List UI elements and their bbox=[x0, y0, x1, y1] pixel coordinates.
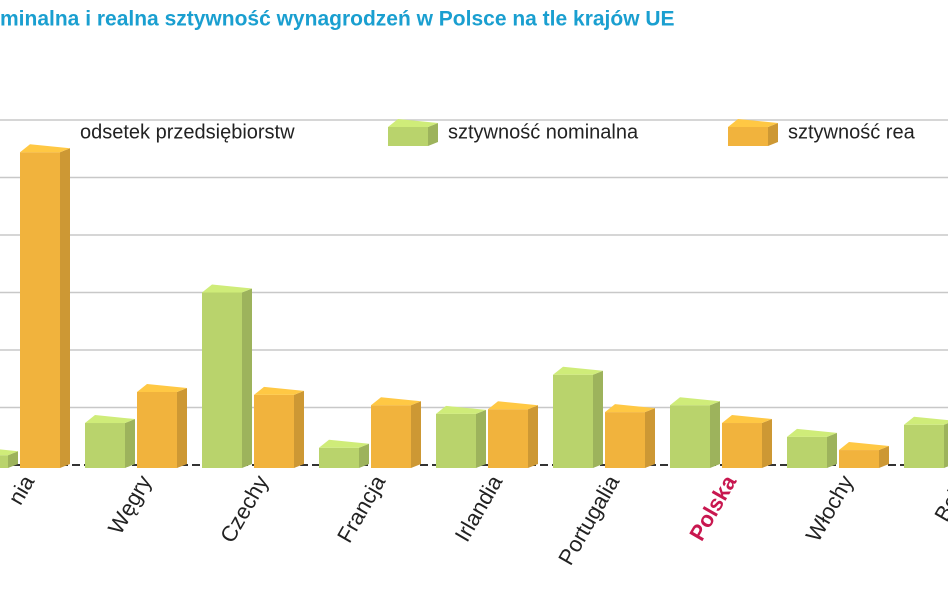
bar-front bbox=[722, 423, 762, 468]
bar bbox=[388, 119, 438, 146]
bar-side bbox=[645, 408, 655, 468]
bar-top bbox=[436, 405, 486, 414]
bar-side bbox=[428, 123, 438, 146]
bar-top bbox=[904, 416, 948, 425]
bar bbox=[202, 284, 252, 468]
bar-top bbox=[488, 401, 538, 410]
bar-front bbox=[670, 405, 710, 468]
bar-side bbox=[762, 419, 772, 468]
legend-label: sztywność nominalna bbox=[448, 121, 639, 143]
bar-front bbox=[787, 436, 827, 468]
x-tick-label: Włochy bbox=[801, 471, 859, 546]
bar-front bbox=[436, 413, 476, 468]
bar-front bbox=[0, 455, 8, 468]
bar-top bbox=[319, 439, 369, 448]
bar-front bbox=[371, 405, 411, 468]
bar-front bbox=[605, 412, 645, 468]
bar-front bbox=[20, 152, 60, 468]
x-tick-label: Portugalia bbox=[553, 470, 625, 569]
bar-front bbox=[137, 391, 177, 468]
bar-top bbox=[254, 386, 304, 395]
x-tick-label: Czechy bbox=[215, 471, 273, 547]
bar-side bbox=[768, 123, 778, 146]
bar-top bbox=[202, 284, 252, 293]
bar bbox=[254, 386, 304, 468]
bar-side bbox=[411, 401, 421, 468]
bar-front bbox=[839, 450, 879, 468]
bar-front bbox=[553, 374, 593, 468]
bar bbox=[904, 416, 948, 468]
legend-title: odsetek przedsiębiorstw bbox=[80, 121, 295, 143]
bar-side bbox=[879, 446, 889, 468]
bar bbox=[85, 415, 135, 468]
bar-top bbox=[839, 442, 889, 451]
bar-front bbox=[85, 423, 125, 468]
bar-side bbox=[359, 443, 369, 468]
bar bbox=[488, 401, 538, 468]
x-tick-label: Francja bbox=[332, 470, 391, 547]
bar-side bbox=[177, 387, 187, 468]
bar-front bbox=[904, 424, 944, 468]
bar-side bbox=[294, 390, 304, 468]
bar-top bbox=[388, 119, 438, 127]
bar bbox=[728, 119, 778, 146]
bar-front bbox=[388, 127, 428, 146]
bar-top bbox=[85, 415, 135, 424]
bar-front bbox=[488, 409, 528, 468]
bar-side bbox=[827, 432, 837, 468]
bar-top bbox=[670, 397, 720, 406]
bar bbox=[553, 366, 603, 468]
bar bbox=[0, 449, 18, 468]
bar-front bbox=[202, 292, 242, 468]
x-tick-label: Belgi bbox=[929, 471, 948, 526]
x-tick-label: Węgry bbox=[103, 471, 156, 539]
bar bbox=[20, 144, 70, 468]
bar-front bbox=[728, 127, 768, 146]
bar bbox=[319, 439, 369, 468]
bar-top bbox=[0, 449, 18, 456]
bar-top bbox=[371, 397, 421, 406]
bar-top bbox=[728, 119, 778, 127]
x-tick-label: nia bbox=[3, 470, 40, 509]
bar-side bbox=[593, 370, 603, 468]
bar-top bbox=[20, 144, 70, 153]
bar bbox=[137, 383, 187, 468]
bar-top bbox=[787, 428, 837, 437]
bar-front bbox=[319, 447, 359, 468]
bar-top bbox=[605, 404, 655, 413]
bar-top bbox=[137, 383, 187, 392]
bar-front bbox=[254, 394, 294, 468]
bar-side bbox=[710, 401, 720, 468]
chart-title: minalna i realna sztywność wynagrodzeń w… bbox=[0, 8, 675, 31]
bar-top bbox=[722, 415, 772, 424]
x-tick-label: Polska bbox=[684, 470, 741, 545]
bar-side bbox=[528, 405, 538, 468]
bar-top bbox=[553, 366, 603, 375]
x-tick-label: Irlandia bbox=[450, 470, 508, 546]
bar-side bbox=[125, 419, 135, 468]
bar-side bbox=[476, 409, 486, 468]
bar-side bbox=[242, 288, 252, 468]
legend-label: sztywność rea bbox=[788, 121, 916, 143]
bar bbox=[436, 405, 486, 468]
bar-side bbox=[8, 451, 18, 468]
bar bbox=[670, 397, 720, 468]
bar bbox=[787, 428, 837, 468]
bar bbox=[839, 442, 889, 468]
bar bbox=[371, 397, 421, 468]
bar bbox=[605, 404, 655, 468]
bar-side bbox=[60, 148, 70, 468]
bar-side bbox=[944, 423, 948, 468]
bar bbox=[722, 415, 772, 468]
